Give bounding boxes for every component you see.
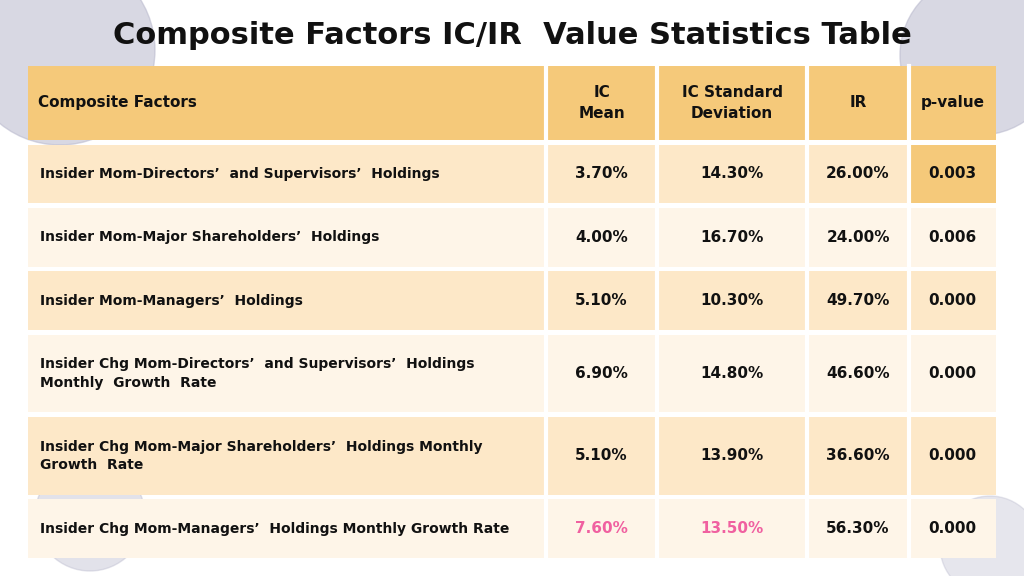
Text: 0.006: 0.006 (929, 230, 977, 245)
Text: 14.80%: 14.80% (700, 366, 764, 381)
Text: 4.00%: 4.00% (575, 230, 628, 245)
Bar (28, 208, 996, 267)
Text: 0.000: 0.000 (929, 521, 977, 536)
Text: 26.00%: 26.00% (826, 166, 890, 181)
Text: 49.70%: 49.70% (826, 293, 890, 308)
Text: IC Standard
Deviation: IC Standard Deviation (682, 85, 782, 121)
Bar (28, 499, 996, 558)
Text: Insider Chg Mom-Major Shareholders’  Holdings Monthly
Growth  Rate: Insider Chg Mom-Major Shareholders’ Hold… (40, 439, 482, 472)
Text: 5.10%: 5.10% (575, 448, 628, 463)
Text: Insider Mom-Directors’  and Supervisors’  Holdings: Insider Mom-Directors’ and Supervisors’ … (40, 167, 439, 181)
Text: IR: IR (849, 96, 866, 111)
Text: Composite Factors IC/IR  Value Statistics Table: Composite Factors IC/IR Value Statistics… (113, 21, 911, 51)
Text: 5.10%: 5.10% (575, 293, 628, 308)
Circle shape (0, 0, 155, 145)
Text: IC
Mean: IC Mean (579, 85, 625, 121)
Circle shape (900, 0, 1024, 135)
Text: 10.30%: 10.30% (700, 293, 764, 308)
Text: 3.70%: 3.70% (575, 166, 628, 181)
Text: Insider Mom-Major Shareholders’  Holdings: Insider Mom-Major Shareholders’ Holdings (40, 230, 379, 244)
Text: 24.00%: 24.00% (826, 230, 890, 245)
Text: 7.60%: 7.60% (575, 521, 628, 536)
Text: 0.000: 0.000 (929, 366, 977, 381)
Text: 14.30%: 14.30% (700, 166, 764, 181)
Text: 36.60%: 36.60% (826, 448, 890, 463)
Text: Composite Factors: Composite Factors (38, 96, 197, 111)
Text: 13.50%: 13.50% (700, 521, 764, 536)
Bar (909, 145, 996, 203)
Text: 16.70%: 16.70% (700, 230, 764, 245)
Text: 0.003: 0.003 (929, 166, 977, 181)
Bar (28, 66, 996, 140)
Text: 0.000: 0.000 (929, 448, 977, 463)
Text: 46.60%: 46.60% (826, 366, 890, 381)
Bar (28, 145, 996, 203)
Circle shape (940, 496, 1024, 576)
Circle shape (35, 461, 145, 571)
Bar (28, 417, 996, 495)
Text: 6.90%: 6.90% (575, 366, 628, 381)
Bar (28, 335, 996, 412)
Text: 56.30%: 56.30% (826, 521, 890, 536)
Text: Insider Mom-Managers’  Holdings: Insider Mom-Managers’ Holdings (40, 294, 303, 308)
Text: 0.000: 0.000 (929, 293, 977, 308)
Bar (28, 271, 996, 330)
Text: p-value: p-value (921, 96, 984, 111)
Text: Insider Chg Mom-Directors’  and Supervisors’  Holdings
Monthly  Growth  Rate: Insider Chg Mom-Directors’ and Superviso… (40, 357, 474, 390)
Text: 13.90%: 13.90% (700, 448, 764, 463)
Text: Insider Chg Mom-Managers’  Holdings Monthly Growth Rate: Insider Chg Mom-Managers’ Holdings Month… (40, 522, 509, 536)
